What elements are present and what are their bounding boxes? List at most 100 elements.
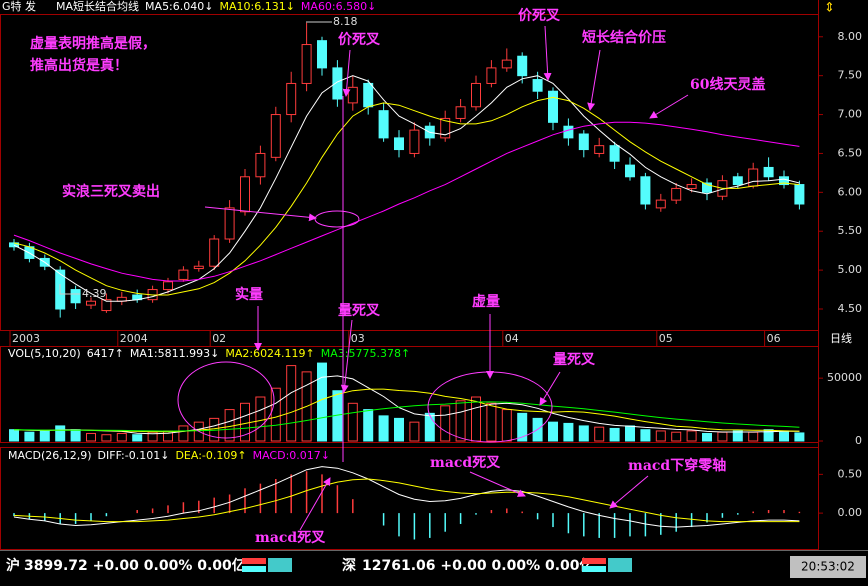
sz-label: 深 xyxy=(342,557,356,574)
status-bar xyxy=(0,550,868,586)
volume-bar xyxy=(224,409,235,442)
volume-bar xyxy=(794,432,805,442)
volume-bar xyxy=(455,400,466,442)
x-tick-label: 2003 xyxy=(12,332,40,345)
candle-body xyxy=(702,182,712,193)
y-tick-label: 0 xyxy=(855,434,862,447)
volume-bar xyxy=(471,396,481,442)
highlight-ellipse xyxy=(427,371,553,443)
candle-body xyxy=(563,125,574,139)
arrow xyxy=(543,25,552,81)
volume-bar xyxy=(625,425,635,442)
ma-line xyxy=(13,75,800,302)
arrow xyxy=(587,49,601,111)
y-tick-label: 6.50 xyxy=(838,146,863,159)
candle-body xyxy=(209,238,220,267)
candle-body xyxy=(255,152,266,178)
candle-body xyxy=(9,242,19,248)
legend-entry: MA5:6.040↓ xyxy=(145,0,213,13)
sz-index: 12761.06 +0.00 0.00% 0.00亿 xyxy=(362,557,594,574)
volume-bar xyxy=(501,409,512,442)
volume-bar xyxy=(24,431,35,442)
legend-entry: MA2:6024.119↑ xyxy=(225,347,314,360)
volume-bar xyxy=(717,431,728,442)
ma-line xyxy=(13,401,800,432)
candle-body xyxy=(471,82,481,108)
candle-body xyxy=(517,55,528,77)
ma-line xyxy=(13,96,800,296)
volume-bar xyxy=(378,415,389,442)
annotation: macd下穿零轴 xyxy=(628,457,726,474)
ma-line xyxy=(13,388,800,433)
volume-bar xyxy=(486,402,497,442)
menu-icon[interactable]: ⇕ xyxy=(824,1,835,16)
volume-bar xyxy=(578,425,589,442)
candle-body xyxy=(486,67,497,84)
candle-body xyxy=(240,176,250,213)
volume-bar xyxy=(409,421,420,442)
legend-entry: MA短长结合均线 xyxy=(56,0,139,13)
x-tick-label: 02 xyxy=(212,332,226,345)
annotation: 虚量表明推高是假， xyxy=(30,35,156,52)
legend-entry: MACD(26,12,9) xyxy=(8,449,92,462)
y-tick-label: 7.50 xyxy=(838,69,863,82)
candle-body xyxy=(347,86,358,104)
sh-label: 沪 xyxy=(6,557,20,574)
volume-bar xyxy=(394,417,404,442)
volume-bar xyxy=(594,426,605,442)
volume-bar xyxy=(178,425,189,442)
annotation: 价死叉 xyxy=(338,32,381,48)
clock: 20:53:02 xyxy=(801,560,855,574)
arrow xyxy=(469,471,526,497)
ma-line xyxy=(13,466,800,528)
ma-line xyxy=(13,121,800,282)
arrow xyxy=(342,49,351,97)
volume-bar xyxy=(609,427,620,442)
y-tick-label: 50000 xyxy=(827,371,862,384)
highlight-ellipse xyxy=(314,210,360,228)
candle-body xyxy=(101,299,112,312)
annotation: macd死叉 xyxy=(430,455,501,471)
candle-body xyxy=(317,40,327,69)
ma-line xyxy=(13,375,800,435)
volume-bar xyxy=(655,430,666,442)
annotation: macd死叉 xyxy=(255,530,326,546)
legend-entry: DIFF:-0.101↓ xyxy=(98,449,170,462)
annotation: 量死叉 xyxy=(338,303,381,319)
volume-bar xyxy=(424,412,435,442)
volume-bar xyxy=(779,430,789,442)
volume-bar xyxy=(686,430,697,442)
legend-entry: DEA:-0.109↑ xyxy=(175,449,246,462)
volume-bar xyxy=(55,425,66,442)
volume-bar xyxy=(763,429,774,442)
y-tick-label: 5.50 xyxy=(838,224,863,237)
annotation: 推高出货是真！ xyxy=(30,57,128,74)
x-tick-label: 03 xyxy=(351,332,365,345)
arrow xyxy=(299,477,331,531)
legend-entry: MA10:6.131↓ xyxy=(219,0,294,13)
candle-body xyxy=(609,145,620,162)
candle-body xyxy=(363,82,374,108)
arrow xyxy=(609,475,649,509)
y-tick-label: 0.50 xyxy=(838,467,863,480)
annotation: 60线天灵盖 xyxy=(690,76,765,93)
candle-body xyxy=(640,176,651,205)
volume-bar xyxy=(363,409,374,442)
volume-bar xyxy=(39,430,50,442)
volume-bar xyxy=(671,431,682,442)
volume-bar xyxy=(116,432,127,442)
annotation: 实浪三死叉卖出 xyxy=(62,183,160,200)
volume-bar xyxy=(548,421,558,442)
arrow xyxy=(649,94,689,119)
candle-body xyxy=(548,90,558,123)
legend-entry: 6417↑ xyxy=(87,347,124,360)
volume-bar xyxy=(147,431,158,442)
volume-bar xyxy=(101,434,112,442)
candle-body xyxy=(332,67,343,100)
x-end-label: 日线 xyxy=(830,331,852,345)
candle-body xyxy=(763,166,774,178)
candle-body xyxy=(178,269,189,280)
candle-body xyxy=(301,44,312,84)
annotation-marks xyxy=(177,25,689,531)
